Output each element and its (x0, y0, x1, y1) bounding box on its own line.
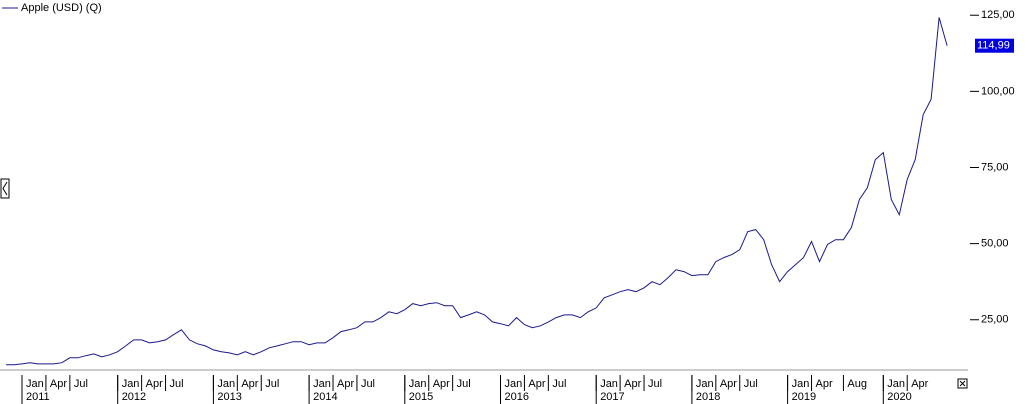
y-tick-label: 25,00 (981, 314, 1009, 326)
x-tick-label: Apr (433, 378, 450, 390)
x-tick-label: Jan (313, 378, 331, 390)
last-price-label: 114,99 (977, 40, 1010, 52)
year-label: 2018 (696, 391, 720, 403)
x-tick-label: Jan (217, 378, 235, 390)
x-tick-label: Jul (170, 378, 184, 390)
x-tick-label: Apr (816, 378, 833, 390)
legend-label: Apple (USD) (Q) (21, 2, 102, 14)
year-label: 2015 (409, 391, 433, 403)
x-tick-label: Apr (241, 378, 258, 390)
x-tick-label: Jul (648, 378, 662, 390)
year-label: 2012 (122, 391, 146, 403)
x-tick-label: Aug (847, 378, 867, 390)
x-tick-label: Jan (122, 378, 140, 390)
year-label: 2017 (600, 391, 624, 403)
x-tick-label: Apr (337, 378, 354, 390)
y-tick-label: 75,00 (981, 161, 1009, 173)
year-label: 2019 (792, 391, 816, 403)
x-tick-label: Jan (505, 378, 523, 390)
x-tick-label: Jan (600, 378, 618, 390)
price-line (6, 17, 948, 366)
year-label: 2020 (887, 391, 911, 403)
close-button[interactable] (957, 378, 968, 389)
x-tick-label: Jul (457, 378, 471, 390)
x-tick-label: Apr (720, 378, 737, 390)
year-label: 2011 (26, 391, 50, 403)
x-tick-label: Jul (265, 378, 279, 390)
year-label: 2016 (505, 391, 529, 403)
x-tick-label: Jan (792, 378, 810, 390)
x-tick-label: Jul (552, 378, 566, 390)
y-tick-label: 100,00 (981, 85, 1015, 97)
last-price-box (975, 38, 1014, 53)
x-tick-label: Jan (887, 378, 905, 390)
year-label: 2013 (217, 391, 241, 403)
x-tick-label: Apr (50, 378, 67, 390)
scroll-left-button[interactable] (0, 178, 10, 199)
x-tick-label: Jan (696, 378, 714, 390)
x-tick-label: Jan (26, 378, 44, 390)
y-tick-label: 125,00 (981, 9, 1015, 21)
x-tick-label: Jan (409, 378, 427, 390)
x-tick-label: Jul (74, 378, 88, 390)
x-tick-label: Apr (624, 378, 641, 390)
x-tick-label: Jul (744, 378, 758, 390)
x-tick-label: Apr (911, 378, 928, 390)
year-label: 2014 (313, 391, 337, 403)
x-tick-label: Jul (361, 378, 375, 390)
y-tick-label: 50,00 (981, 238, 1009, 250)
x-tick-label: Apr (146, 378, 163, 390)
x-tick-label: Apr (528, 378, 545, 390)
